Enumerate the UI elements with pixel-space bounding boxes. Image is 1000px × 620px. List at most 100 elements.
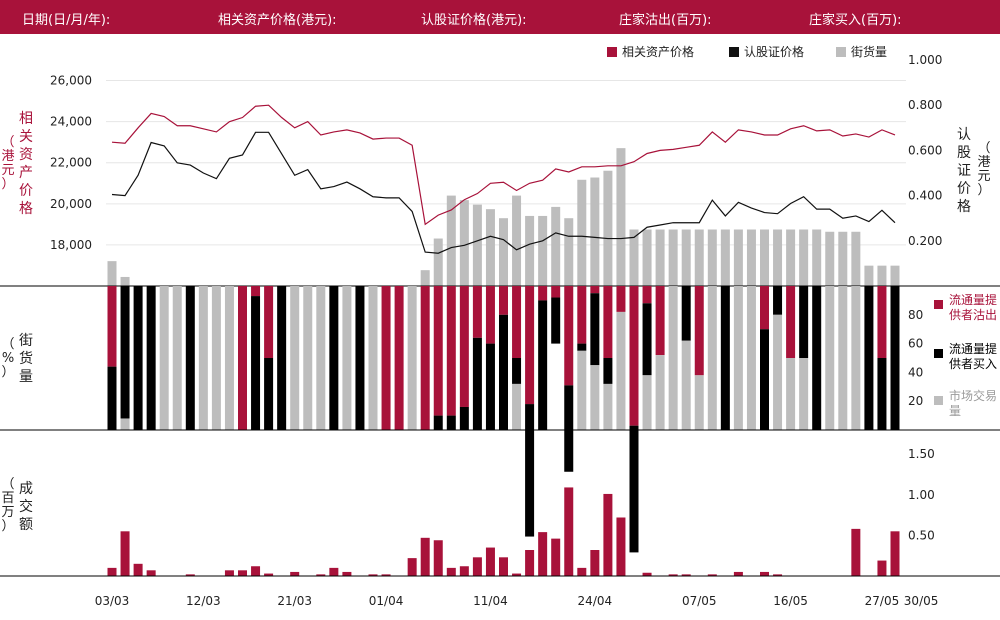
market-bar	[512, 383, 522, 430]
outstanding-bar	[760, 229, 769, 286]
y-tick-label-left: 26,000	[50, 74, 92, 88]
outstanding-bar	[420, 270, 430, 286]
legend-underlying-text: 相关资产价格	[622, 45, 695, 59]
x-tick-label: 12/03	[186, 594, 221, 608]
axis-char: 百	[1, 491, 15, 506]
legend-sell: 流通量提供者沽出	[934, 293, 1000, 323]
sell-bar	[446, 286, 456, 416]
warrant-price-label: 认股证价格(港元):	[421, 13, 527, 28]
buy-bar	[485, 343, 495, 430]
y-tick-label-right: 0.800	[908, 98, 942, 112]
x-tick-label: 24/04	[578, 594, 613, 608]
outstanding-bar	[538, 215, 548, 286]
turnover-bar	[877, 560, 887, 576]
outstanding-bar	[629, 229, 639, 286]
axis-char: 交	[19, 499, 33, 515]
turnover-bar	[459, 566, 469, 576]
buy-bar	[864, 286, 874, 430]
buy-bar	[642, 303, 652, 376]
market-bar	[198, 286, 208, 430]
sell-bar	[433, 286, 443, 416]
sell-bar	[538, 286, 548, 301]
turnover-bar	[381, 574, 391, 576]
left-mid-axis-title: 街货量	[18, 332, 34, 386]
market-bar	[368, 286, 378, 430]
outstanding-bar	[107, 261, 117, 286]
outstanding-bar	[512, 195, 522, 286]
buy-bar	[577, 343, 587, 351]
sell-bar	[551, 286, 561, 298]
axis-char: 格	[957, 199, 971, 215]
market-bar	[290, 286, 300, 430]
outstanding-bar	[681, 229, 691, 286]
turnover-bar	[590, 550, 600, 576]
turnover-bar	[472, 557, 482, 576]
axis-char: 万	[1, 505, 15, 520]
market-bar	[773, 314, 783, 430]
buy-bar	[564, 385, 574, 472]
x-tick-label: 01/04	[369, 594, 404, 608]
y-tick-label-right: 60	[908, 337, 923, 351]
axis-char: 额	[19, 517, 33, 533]
axis-char: 街	[19, 333, 33, 349]
sell-bar	[564, 286, 574, 386]
sell-bar	[251, 286, 261, 297]
turnover-bar	[290, 571, 300, 576]
sell-bar	[107, 286, 117, 367]
outstanding-bar	[459, 200, 469, 286]
outstanding-bar	[851, 231, 861, 286]
axis-char: %	[1, 351, 15, 366]
axis-char: 元	[977, 169, 991, 184]
legend-underlying-swatch	[607, 47, 617, 57]
y-tick-label-right: 1.000	[908, 53, 942, 67]
market-bar	[159, 286, 169, 430]
buy-bar	[329, 286, 339, 430]
buy-bar	[551, 297, 561, 344]
buy-bar	[890, 286, 900, 430]
legend-sell-swatch	[934, 300, 943, 309]
turnover-bar	[251, 566, 261, 576]
buy-bar	[251, 296, 261, 430]
x-tick-label: 27/05	[865, 594, 900, 608]
sell-bar	[616, 286, 626, 312]
x-tick-label: 03/03	[95, 594, 130, 608]
buy-bar	[355, 286, 365, 430]
outstanding-bar	[120, 276, 130, 286]
turnover-bar	[146, 570, 156, 576]
legend-warrant-swatch	[729, 47, 739, 57]
outstanding-bar	[485, 209, 495, 286]
axis-char: 相	[19, 111, 33, 127]
legend-outstanding-text: 街货量	[851, 45, 888, 59]
turnover-bar	[433, 540, 443, 576]
turnover-bar	[238, 570, 247, 576]
axis-char: 格	[19, 201, 33, 217]
market-bar	[851, 286, 861, 430]
outstanding-bar	[890, 265, 900, 286]
market-bar	[668, 286, 678, 430]
outstanding-bar	[773, 229, 783, 286]
buy-bar	[277, 286, 287, 430]
right-top-axis-unit: （港元）	[976, 142, 992, 198]
sell-bar	[420, 286, 430, 430]
outstanding-bar	[616, 148, 626, 286]
turnover-bar	[264, 573, 274, 576]
x-tick-label: 30/05	[904, 594, 939, 608]
sell-bar	[512, 286, 522, 358]
buy-bar	[603, 358, 613, 384]
outstanding-bar	[564, 218, 574, 286]
outstanding-bar	[525, 215, 535, 286]
outstanding-bar	[668, 229, 678, 286]
legend-outstanding: 街货量	[836, 43, 887, 60]
outstanding-bar	[446, 195, 456, 286]
y-tick-label-right: 0.200	[908, 234, 942, 248]
axis-char: （	[977, 141, 991, 156]
buy-bar	[512, 358, 522, 384]
maker-sell-label: 庄家沽出(百万):	[619, 13, 712, 28]
outstanding-bar	[472, 204, 482, 286]
market-bar	[825, 286, 835, 430]
maker-buy-label: 庄家买入(百万):	[809, 13, 902, 28]
sell-bar	[485, 286, 495, 344]
turnover-bar	[525, 550, 535, 576]
outstanding-bar	[577, 179, 587, 286]
